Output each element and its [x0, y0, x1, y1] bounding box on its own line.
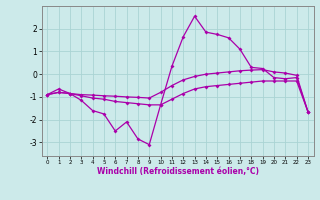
X-axis label: Windchill (Refroidissement éolien,°C): Windchill (Refroidissement éolien,°C): [97, 167, 259, 176]
